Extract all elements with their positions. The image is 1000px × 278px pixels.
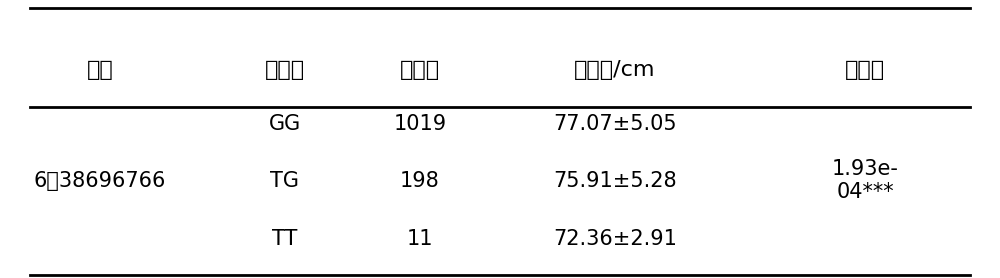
Text: 75.91±5.28: 75.91±5.28 — [553, 171, 677, 191]
Text: 基因型: 基因型 — [265, 59, 305, 80]
Text: 6：38696766: 6：38696766 — [34, 171, 166, 191]
Text: 位置: 位置 — [87, 59, 113, 80]
Text: 11: 11 — [407, 229, 433, 249]
Text: 198: 198 — [400, 171, 440, 191]
Text: 1.93e-
04***: 1.93e- 04*** — [832, 159, 898, 202]
Text: 72.36±2.91: 72.36±2.91 — [553, 229, 677, 249]
Text: 1019: 1019 — [393, 114, 447, 134]
Text: TG: TG — [270, 171, 300, 191]
Text: TT: TT — [272, 229, 298, 249]
Text: 77.07±5.05: 77.07±5.05 — [553, 114, 677, 134]
Text: 显著性: 显著性 — [845, 59, 885, 80]
Text: GG: GG — [269, 114, 301, 134]
Text: 后腿长/cm: 后腿长/cm — [574, 59, 656, 80]
Text: 个体数: 个体数 — [400, 59, 440, 80]
